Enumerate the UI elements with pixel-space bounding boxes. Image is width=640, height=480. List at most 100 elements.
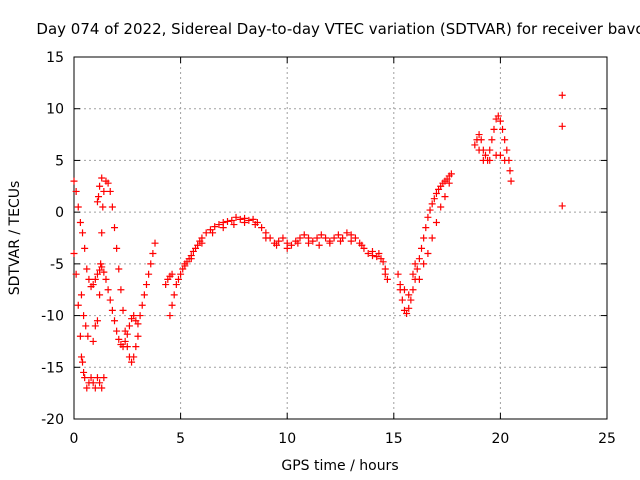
- y-tick-label: 5: [55, 153, 64, 169]
- data-point: [104, 179, 112, 187]
- data-point: [224, 217, 232, 225]
- data-point: [82, 322, 90, 330]
- data-point: [96, 182, 104, 190]
- data-point: [415, 275, 423, 283]
- data-point: [558, 202, 566, 210]
- data-point: [83, 265, 91, 273]
- data-point: [507, 177, 515, 185]
- data-point: [84, 332, 92, 340]
- data-point: [258, 224, 266, 232]
- data-point: [121, 327, 129, 335]
- data-point: [496, 151, 504, 159]
- y-tick-label: -10: [41, 309, 64, 325]
- data-point: [93, 198, 101, 206]
- data-point: [134, 320, 142, 328]
- data-point: [411, 260, 419, 268]
- data-point: [496, 117, 504, 125]
- y-tick-label: 15: [46, 50, 64, 66]
- data-point: [317, 231, 325, 239]
- data-point: [503, 146, 511, 154]
- data-point: [98, 174, 106, 182]
- series-midday-lower: [162, 218, 389, 289]
- data-point: [93, 270, 101, 278]
- data-point: [396, 281, 404, 289]
- data-point: [95, 193, 103, 201]
- data-point: [91, 275, 99, 283]
- data-point: [251, 221, 259, 229]
- data-point: [296, 234, 304, 242]
- data-point: [273, 241, 281, 249]
- data-point: [415, 255, 423, 263]
- data-point: [326, 239, 334, 247]
- data-point: [134, 332, 142, 340]
- y-axis-title: SDTVAR / TECUs: [7, 181, 23, 296]
- data-point: [91, 322, 99, 330]
- data-point: [74, 301, 82, 309]
- data-point: [430, 195, 438, 203]
- data-point: [100, 268, 108, 276]
- data-point: [130, 353, 138, 361]
- data-point: [79, 358, 87, 366]
- data-point: [174, 275, 182, 283]
- data-point: [113, 244, 121, 252]
- data-point: [111, 224, 119, 232]
- data-point: [475, 146, 483, 154]
- data-point: [85, 275, 93, 283]
- data-points: [70, 91, 566, 392]
- data-point: [91, 384, 99, 392]
- data-point: [96, 379, 104, 387]
- data-point: [232, 213, 240, 221]
- data-point: [106, 296, 114, 304]
- data-point: [177, 270, 185, 278]
- data-point: [194, 241, 202, 249]
- data-point: [426, 206, 434, 214]
- x-tick-label: 20: [491, 431, 509, 447]
- data-point: [104, 286, 112, 294]
- data-point: [437, 203, 445, 211]
- series-dusk-lower: [396, 179, 453, 299]
- data-point: [407, 296, 415, 304]
- data-point: [93, 374, 101, 382]
- data-point: [115, 335, 123, 343]
- data-point: [315, 241, 323, 249]
- data-point: [80, 368, 88, 376]
- data-point: [479, 156, 487, 164]
- data-point: [364, 250, 372, 258]
- data-point: [119, 306, 127, 314]
- data-point: [147, 260, 155, 268]
- data-point: [166, 312, 174, 320]
- data-point: [432, 190, 440, 198]
- data-point: [420, 234, 428, 242]
- data-point: [170, 291, 178, 299]
- axis-ticks: [73, 56, 608, 420]
- series-isolated: [558, 91, 566, 210]
- data-point: [99, 203, 107, 211]
- data-point: [121, 337, 129, 345]
- data-point: [424, 250, 432, 258]
- data-point: [230, 221, 238, 229]
- data-point: [130, 312, 138, 320]
- data-point: [432, 218, 440, 226]
- data-point: [400, 286, 408, 294]
- y-tick-label: -15: [41, 360, 64, 376]
- data-point: [72, 270, 80, 278]
- data-point: [275, 237, 283, 245]
- data-point: [113, 327, 121, 335]
- data-point: [102, 275, 110, 283]
- y-tick-label: 10: [46, 102, 64, 118]
- data-point: [490, 125, 498, 133]
- data-point: [74, 203, 82, 211]
- data-point: [106, 187, 114, 195]
- chart-title: Day 074 of 2022, Sidereal Day-to-day VTE…: [36, 20, 640, 38]
- data-point: [98, 384, 106, 392]
- data-point: [506, 167, 514, 175]
- series-spikes-early: [77, 174, 106, 376]
- data-point: [405, 291, 413, 299]
- data-point: [283, 244, 291, 252]
- data-point: [501, 156, 509, 164]
- data-point: [236, 215, 244, 223]
- data-point: [330, 234, 338, 242]
- data-point: [168, 270, 176, 278]
- data-point: [111, 317, 119, 325]
- data-point: [305, 239, 313, 247]
